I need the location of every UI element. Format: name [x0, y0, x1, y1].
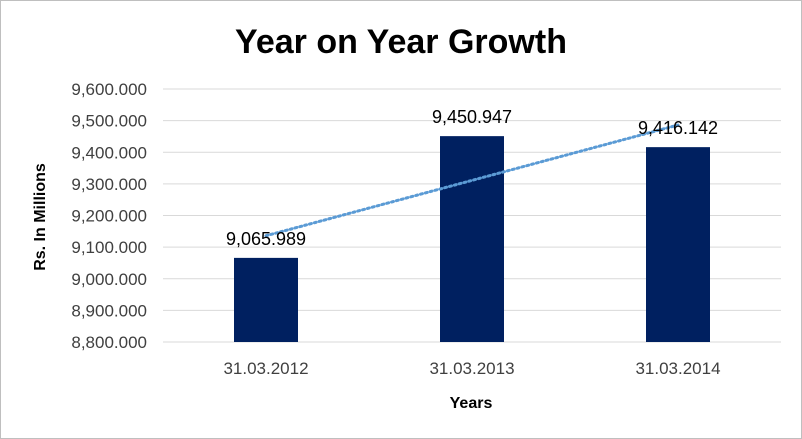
data-label: 9,065.989 — [226, 229, 306, 249]
y-tick-label: 9,400.000 — [71, 143, 147, 162]
data-label: 9,416.142 — [638, 118, 718, 138]
bar — [646, 147, 710, 342]
bars — [234, 136, 710, 342]
data-label: 9,450.947 — [432, 107, 512, 127]
x-axis-ticks: 31.03.2012 31.03.2013 31.03.2014 — [223, 359, 720, 378]
trendline-path — [264, 123, 680, 238]
x-tick-label: 31.03.2012 — [223, 359, 308, 378]
y-axis-label: Rs. In Millions — [32, 163, 49, 271]
y-tick-label: 9,200.000 — [71, 207, 147, 226]
data-labels: 9,065.989 9,450.947 9,416.142 — [226, 107, 718, 249]
y-tick-label: 8,800.000 — [71, 333, 147, 352]
y-axis-ticks: 8,800.000 8,900.000 9,000.000 9,100.000 9,20… — [71, 80, 147, 352]
y-tick-label: 9,100.000 — [71, 238, 147, 257]
bar — [440, 136, 504, 342]
y-tick-label: 9,300.000 — [71, 175, 147, 194]
x-tick-label: 31.03.2014 — [635, 359, 720, 378]
y-tick-label: 9,500.000 — [71, 112, 147, 131]
chart-title: Year on Year Growth — [235, 23, 567, 61]
x-axis-label: Years — [450, 395, 493, 412]
y-tick-label: 9,600.000 — [71, 80, 147, 99]
y-tick-label: 9,000.000 — [71, 270, 147, 289]
trendline — [264, 123, 680, 238]
x-tick-label: 31.03.2013 — [429, 359, 514, 378]
bar — [234, 257, 298, 342]
y-tick-label: 8,900.000 — [71, 301, 147, 320]
